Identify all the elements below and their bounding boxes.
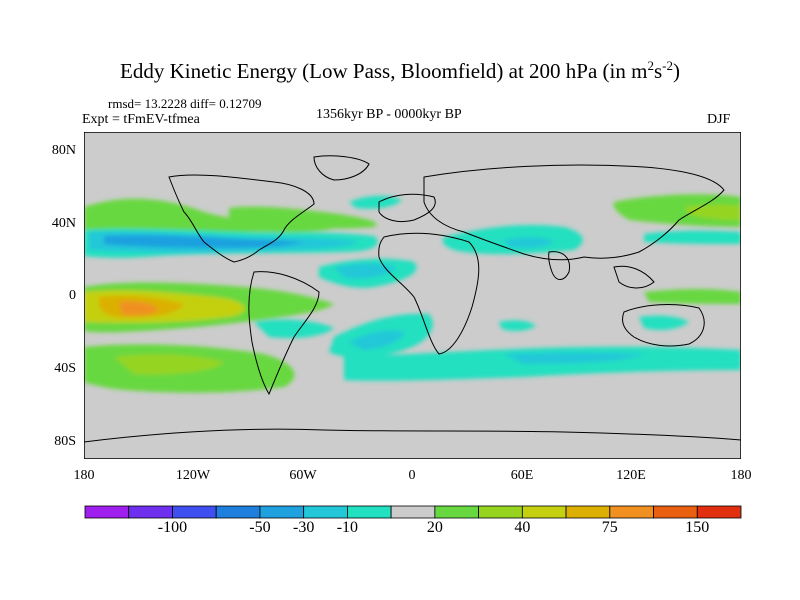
lat-label-40s: 40S bbox=[54, 361, 76, 376]
lon-label-60w: 60W bbox=[289, 468, 317, 483]
coast-india bbox=[548, 251, 571, 280]
map-plot bbox=[84, 132, 741, 459]
colorbar-label: -30 bbox=[292, 519, 315, 536]
field-sp-pos2 bbox=[114, 354, 224, 375]
lat-label-80n: 80N bbox=[51, 143, 76, 158]
colorbar-label: -10 bbox=[336, 519, 359, 536]
lon-label-120w: 120W bbox=[175, 468, 211, 483]
field-atl-neg2 bbox=[334, 263, 396, 279]
colorbar-swatch bbox=[653, 505, 698, 519]
colorbar-swatch bbox=[565, 505, 611, 519]
coast-antarctica bbox=[84, 428, 741, 443]
coast-north-america bbox=[168, 174, 315, 263]
coast-eurasia bbox=[423, 164, 725, 261]
colorbar-swatch bbox=[609, 505, 654, 519]
colorbar-label: 20 bbox=[426, 519, 443, 536]
colorbar-swatch bbox=[478, 505, 523, 519]
colorbar-swatch bbox=[346, 505, 392, 519]
contour-fields bbox=[84, 194, 741, 393]
field-nwp-neg bbox=[644, 230, 741, 244]
lat-label-80s: 80S bbox=[54, 434, 76, 449]
chart-title: Eddy Kinetic Energy (Low Pass, Bloomfiel… bbox=[120, 58, 680, 83]
coast-seasia bbox=[613, 265, 655, 289]
colorbar bbox=[84, 505, 742, 519]
colorbar-swatch bbox=[128, 505, 173, 519]
coastlines bbox=[84, 155, 741, 443]
colorbar-label: 40 bbox=[514, 519, 531, 536]
field-sp-neg bbox=[254, 319, 334, 339]
colorbar-swatch bbox=[303, 505, 348, 519]
stats-text: rmsd= 13.2228 diff= 0.12709 bbox=[108, 96, 262, 111]
lon-label-60e: 60E bbox=[510, 468, 534, 483]
experiment-label: Expt = tFmEV-tfmea bbox=[82, 112, 200, 127]
colorbar-label: 75 bbox=[601, 519, 618, 536]
coast-greenland bbox=[313, 155, 370, 181]
field-eqi-neg bbox=[499, 320, 536, 331]
coast-south-america bbox=[248, 271, 320, 396]
colorbar-swatch bbox=[84, 505, 130, 519]
lon-label-120e: 120E bbox=[616, 468, 646, 483]
coast-africa bbox=[378, 232, 480, 355]
colorbar-swatch bbox=[696, 505, 742, 519]
field-eqp-max bbox=[119, 301, 159, 316]
lat-label-eq: 0 bbox=[69, 288, 76, 303]
colorbar-swatch bbox=[172, 505, 217, 519]
colorbar-label: 150 bbox=[685, 519, 710, 536]
colorbar-swatch bbox=[390, 505, 436, 519]
field-so-neg2 bbox=[504, 352, 644, 364]
colorbar-label: -100 bbox=[157, 519, 188, 536]
colorbar-label: -50 bbox=[249, 519, 271, 536]
coast-australia bbox=[621, 304, 705, 347]
colorbar-swatch bbox=[521, 505, 567, 519]
field-eurasia-neg bbox=[349, 195, 402, 209]
field-aus-neg bbox=[639, 315, 689, 330]
season-label: DJF bbox=[707, 112, 731, 127]
lon-label-0: 0 bbox=[408, 468, 416, 483]
colorbar-swatch bbox=[215, 505, 261, 519]
colorbar-swatch bbox=[259, 505, 305, 519]
field-asia-neg2 bbox=[504, 237, 554, 248]
colorbar-swatch bbox=[434, 505, 479, 519]
coast-europe bbox=[378, 193, 436, 223]
field-eqw-pos bbox=[644, 289, 741, 304]
lon-label-180w: 180 bbox=[73, 468, 95, 483]
field-sa-neg2 bbox=[349, 330, 404, 350]
period-label: 1356kyr BP - 0000kyr BP bbox=[316, 107, 462, 122]
field-natl-pos bbox=[229, 206, 377, 229]
lon-label-180e: 180 bbox=[730, 468, 752, 483]
lat-label-40n: 40N bbox=[51, 216, 76, 231]
